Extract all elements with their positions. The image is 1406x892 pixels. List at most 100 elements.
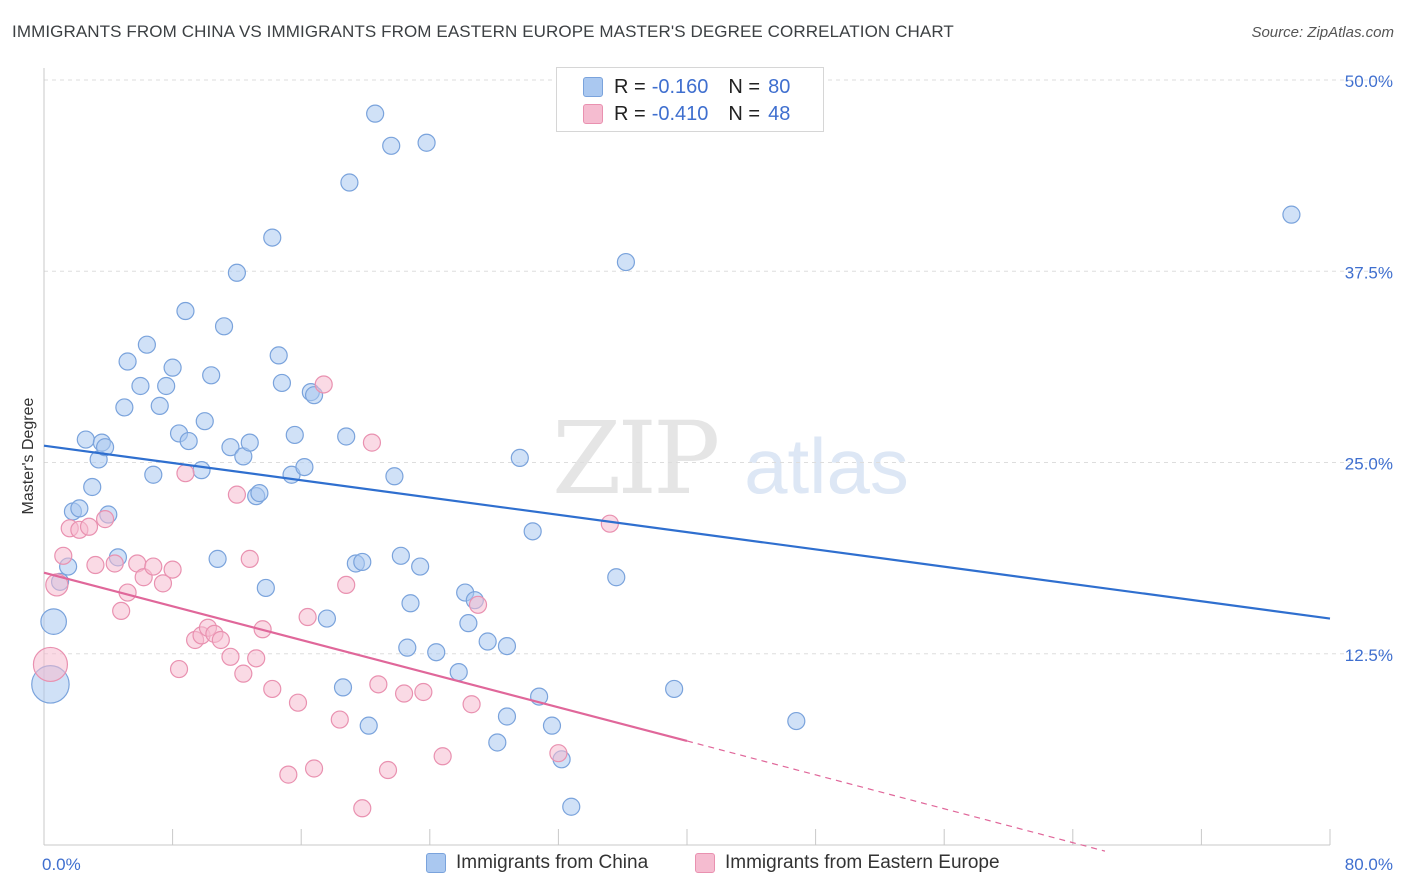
x-tick-label-max: 80.0% xyxy=(1345,855,1393,874)
china-point xyxy=(83,477,102,497)
china-point xyxy=(179,431,198,451)
china-point xyxy=(391,546,410,565)
y-tick-label: 12.5% xyxy=(1345,646,1393,665)
y-tick-label: 25.0% xyxy=(1345,455,1393,474)
y-tick-label: 50.0% xyxy=(1345,72,1393,91)
eastern-europe-point xyxy=(330,710,349,729)
eastern-europe-point xyxy=(462,695,481,714)
eastern-europe-point xyxy=(105,554,124,573)
china-point xyxy=(295,457,314,477)
china-point xyxy=(353,552,372,572)
legend-item-china[interactable]: Immigrants from China xyxy=(426,852,648,874)
china-point xyxy=(192,461,211,480)
eastern-europe-point xyxy=(211,630,230,650)
china-point xyxy=(366,104,385,123)
eastern-europe-swatch xyxy=(695,853,715,873)
eastern-europe-point xyxy=(32,646,69,683)
china-point xyxy=(523,522,542,541)
legend-item-eastern-europe[interactable]: Immigrants from Eastern Europe xyxy=(695,852,1000,874)
china-point xyxy=(478,632,497,651)
china-point xyxy=(398,638,417,657)
eastern-europe-point xyxy=(362,433,382,452)
eastern-europe-point xyxy=(144,557,163,576)
china-point xyxy=(76,430,95,449)
watermark: ZIP atlas xyxy=(552,400,909,517)
legend-row-china: R = -0.160 N = 80 xyxy=(583,74,790,100)
china-point xyxy=(333,678,353,697)
china-point xyxy=(208,549,227,568)
eastern-europe-point xyxy=(169,659,189,679)
eastern-europe-point xyxy=(468,595,488,614)
eastern-europe-point xyxy=(279,765,298,784)
watermark-zip: ZIP xyxy=(552,400,720,517)
eastern-europe-point xyxy=(369,675,388,694)
china-point xyxy=(118,352,137,371)
china-point xyxy=(150,396,169,415)
china-point xyxy=(449,663,468,682)
china-point xyxy=(227,263,246,282)
china-point xyxy=(214,317,234,336)
y-tick-label: 37.5% xyxy=(1345,263,1393,282)
eastern-europe-point xyxy=(549,744,568,763)
china-point xyxy=(263,228,282,247)
eastern-europe-point xyxy=(298,607,317,627)
china-point xyxy=(510,448,529,468)
china-point xyxy=(131,376,150,396)
series-legend: Immigrants from China Immigrants from Ea… xyxy=(0,850,1406,878)
eastern-europe-trend-line xyxy=(43,571,688,743)
eastern-europe-point xyxy=(45,573,69,597)
china-point xyxy=(256,578,275,598)
china-point xyxy=(497,636,517,656)
china-point xyxy=(337,427,356,446)
china-point xyxy=(317,609,337,628)
eastern-europe-point xyxy=(112,601,131,621)
eastern-europe-point xyxy=(240,549,259,568)
eastern-europe-point xyxy=(304,759,324,778)
eastern-europe-point xyxy=(79,517,99,536)
r-label: R = xyxy=(614,102,646,125)
china-point xyxy=(787,711,806,731)
china-point xyxy=(562,797,581,816)
legend-row-eastern-europe: R = -0.410 N = 48 xyxy=(583,101,790,127)
china-point xyxy=(163,358,182,377)
china-point xyxy=(250,484,269,503)
eastern-europe-point xyxy=(153,574,173,593)
eastern-europe-point xyxy=(414,682,433,702)
china-point xyxy=(40,608,67,635)
china-swatch xyxy=(426,853,446,873)
china-point xyxy=(385,467,404,486)
eastern-europe-point xyxy=(394,684,414,703)
n-value: 48 xyxy=(768,102,791,125)
eastern-europe-point xyxy=(314,375,333,394)
eastern-europe-point xyxy=(288,693,308,712)
china-point xyxy=(144,465,163,484)
eastern-europe-point xyxy=(263,679,282,699)
china-point xyxy=(272,373,292,393)
source-label: Source: ZipAtlas.com xyxy=(1251,24,1394,41)
watermark-atlas: atlas xyxy=(744,422,909,510)
china-point xyxy=(417,133,436,152)
eastern-europe-point xyxy=(54,546,73,565)
legend-label-eastern-europe: Immigrants from Eastern Europe xyxy=(725,852,1000,873)
china-point xyxy=(269,346,288,365)
eastern-europe-point xyxy=(227,485,246,504)
china-point xyxy=(202,366,221,385)
eastern-europe-swatch xyxy=(583,104,603,124)
china-point xyxy=(411,557,430,576)
r-value: -0.160 xyxy=(651,75,709,98)
china-point xyxy=(70,499,89,518)
eastern-europe-trend-extension xyxy=(686,740,1106,852)
china-point xyxy=(1282,205,1301,224)
eastern-europe-point xyxy=(247,649,266,668)
eastern-europe-point xyxy=(378,760,398,780)
china-point xyxy=(459,614,478,633)
china-point xyxy=(157,376,176,396)
eastern-europe-point xyxy=(234,664,253,683)
eastern-europe-point xyxy=(433,747,452,766)
china-point xyxy=(340,173,359,192)
china-point xyxy=(115,398,134,417)
china-point xyxy=(665,679,684,699)
y-axis-label: Master's Degree xyxy=(20,397,37,514)
china-point xyxy=(401,594,420,613)
